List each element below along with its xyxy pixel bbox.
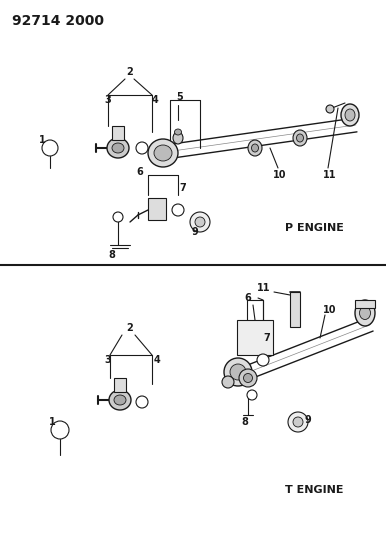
Text: 4: 4 [154, 355, 160, 365]
Ellipse shape [173, 132, 183, 144]
Text: 92714 2000: 92714 2000 [12, 14, 104, 28]
Ellipse shape [112, 143, 124, 153]
Bar [112, 126, 124, 140]
Ellipse shape [248, 140, 262, 156]
Circle shape [172, 204, 184, 216]
Ellipse shape [345, 109, 355, 121]
Circle shape [195, 217, 205, 227]
Ellipse shape [355, 300, 375, 326]
Ellipse shape [148, 139, 178, 167]
Circle shape [136, 396, 148, 408]
Circle shape [293, 417, 303, 427]
Text: 10: 10 [273, 170, 287, 180]
Text: T ENGINE: T ENGINE [285, 485, 344, 495]
Ellipse shape [154, 145, 172, 161]
Text: 3: 3 [105, 355, 112, 365]
Text: 2: 2 [127, 323, 134, 333]
Ellipse shape [230, 364, 246, 380]
Circle shape [136, 142, 148, 154]
Circle shape [288, 412, 308, 432]
Ellipse shape [174, 129, 181, 135]
Ellipse shape [224, 358, 252, 386]
Circle shape [51, 421, 69, 439]
Bar [290, 292, 300, 327]
Circle shape [113, 212, 123, 222]
Text: 8: 8 [108, 250, 115, 260]
Text: 2: 2 [127, 67, 134, 77]
Ellipse shape [244, 374, 252, 383]
Text: 11: 11 [323, 170, 337, 180]
Text: 5: 5 [177, 92, 183, 102]
Ellipse shape [293, 130, 307, 146]
Text: 9: 9 [191, 227, 198, 237]
Ellipse shape [107, 138, 129, 158]
Circle shape [326, 105, 334, 113]
Text: 4: 4 [152, 95, 158, 105]
Ellipse shape [222, 376, 234, 388]
Bar [114, 378, 126, 392]
Circle shape [247, 390, 257, 400]
Text: 9: 9 [305, 415, 312, 425]
Text: 10: 10 [323, 305, 337, 315]
Ellipse shape [252, 144, 259, 152]
Text: 6: 6 [245, 293, 251, 303]
Text: 7: 7 [179, 183, 186, 193]
Ellipse shape [239, 369, 257, 387]
Ellipse shape [359, 306, 371, 319]
Text: 11: 11 [257, 283, 270, 293]
Text: 8: 8 [242, 417, 249, 427]
Text: 7: 7 [264, 333, 270, 343]
Bar [237, 320, 273, 355]
Ellipse shape [109, 390, 131, 410]
Circle shape [257, 354, 269, 366]
Circle shape [42, 140, 58, 156]
Text: 3: 3 [105, 95, 112, 105]
Text: 1: 1 [39, 135, 46, 145]
Ellipse shape [341, 104, 359, 126]
Bar [148, 198, 166, 220]
Text: 1: 1 [49, 417, 55, 427]
Ellipse shape [296, 134, 303, 142]
Text: 6: 6 [137, 167, 143, 177]
Circle shape [190, 212, 210, 232]
Text: P ENGINE: P ENGINE [285, 223, 344, 233]
Bar [355, 300, 375, 308]
Ellipse shape [114, 395, 126, 405]
